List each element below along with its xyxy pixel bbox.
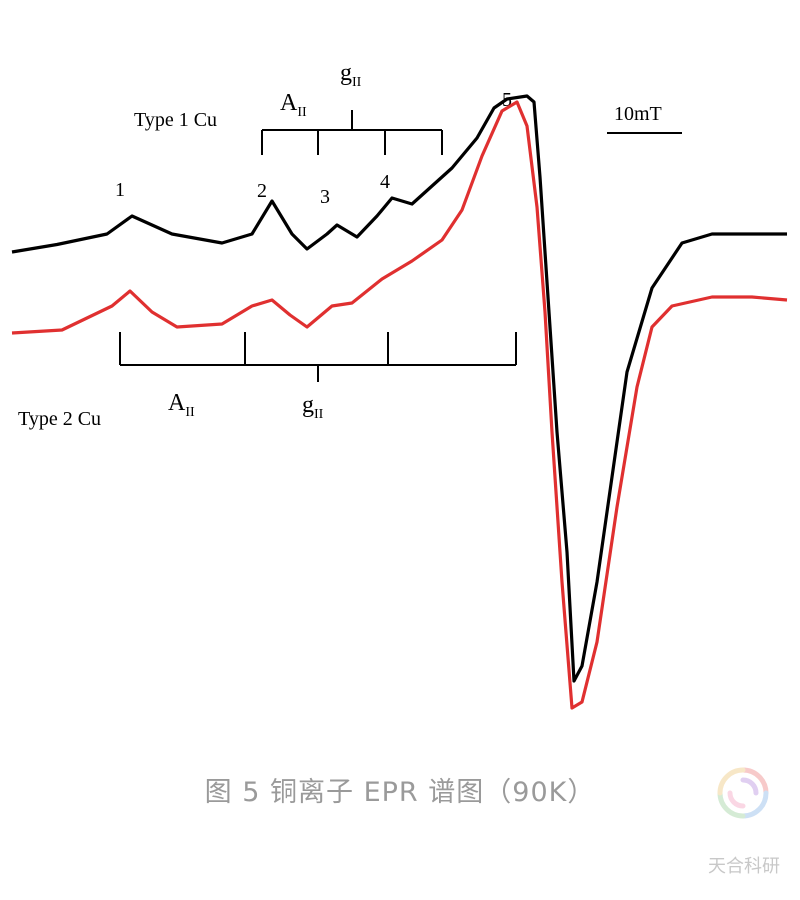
type1-g-label: gII	[340, 60, 362, 90]
scale-bar: 10mT	[607, 103, 682, 134]
scale-bar-label: 10mT	[614, 103, 662, 125]
figure-caption: 图 5 铜离子 EPR 谱图（90K）	[204, 777, 596, 808]
type2-g-label: gII	[302, 392, 324, 422]
tianhe-logo-icon	[717, 767, 769, 819]
peak-label-2: 2	[257, 180, 267, 202]
peak-label-4: 4	[380, 171, 390, 193]
peak-label-3: 3	[320, 186, 330, 208]
peak-label-1: 1	[115, 179, 125, 201]
epr-figure: Type 1 Cu AII gII Type 2 Cu AII gII 10mT…	[11, 60, 788, 710]
type1-label: Type 1 Cu	[134, 109, 217, 131]
type2-comb: Type 2 Cu AII gII	[18, 332, 517, 430]
watermark-text: 天合科研	[708, 856, 780, 877]
type1-comb: Type 1 Cu AII gII	[134, 60, 443, 155]
type2-A-label: AII	[168, 390, 195, 420]
series-line-1	[11, 94, 787, 683]
type2-label: Type 2 Cu	[18, 408, 101, 430]
type1-A-label: AII	[280, 90, 307, 120]
series-line-2	[11, 100, 788, 710]
